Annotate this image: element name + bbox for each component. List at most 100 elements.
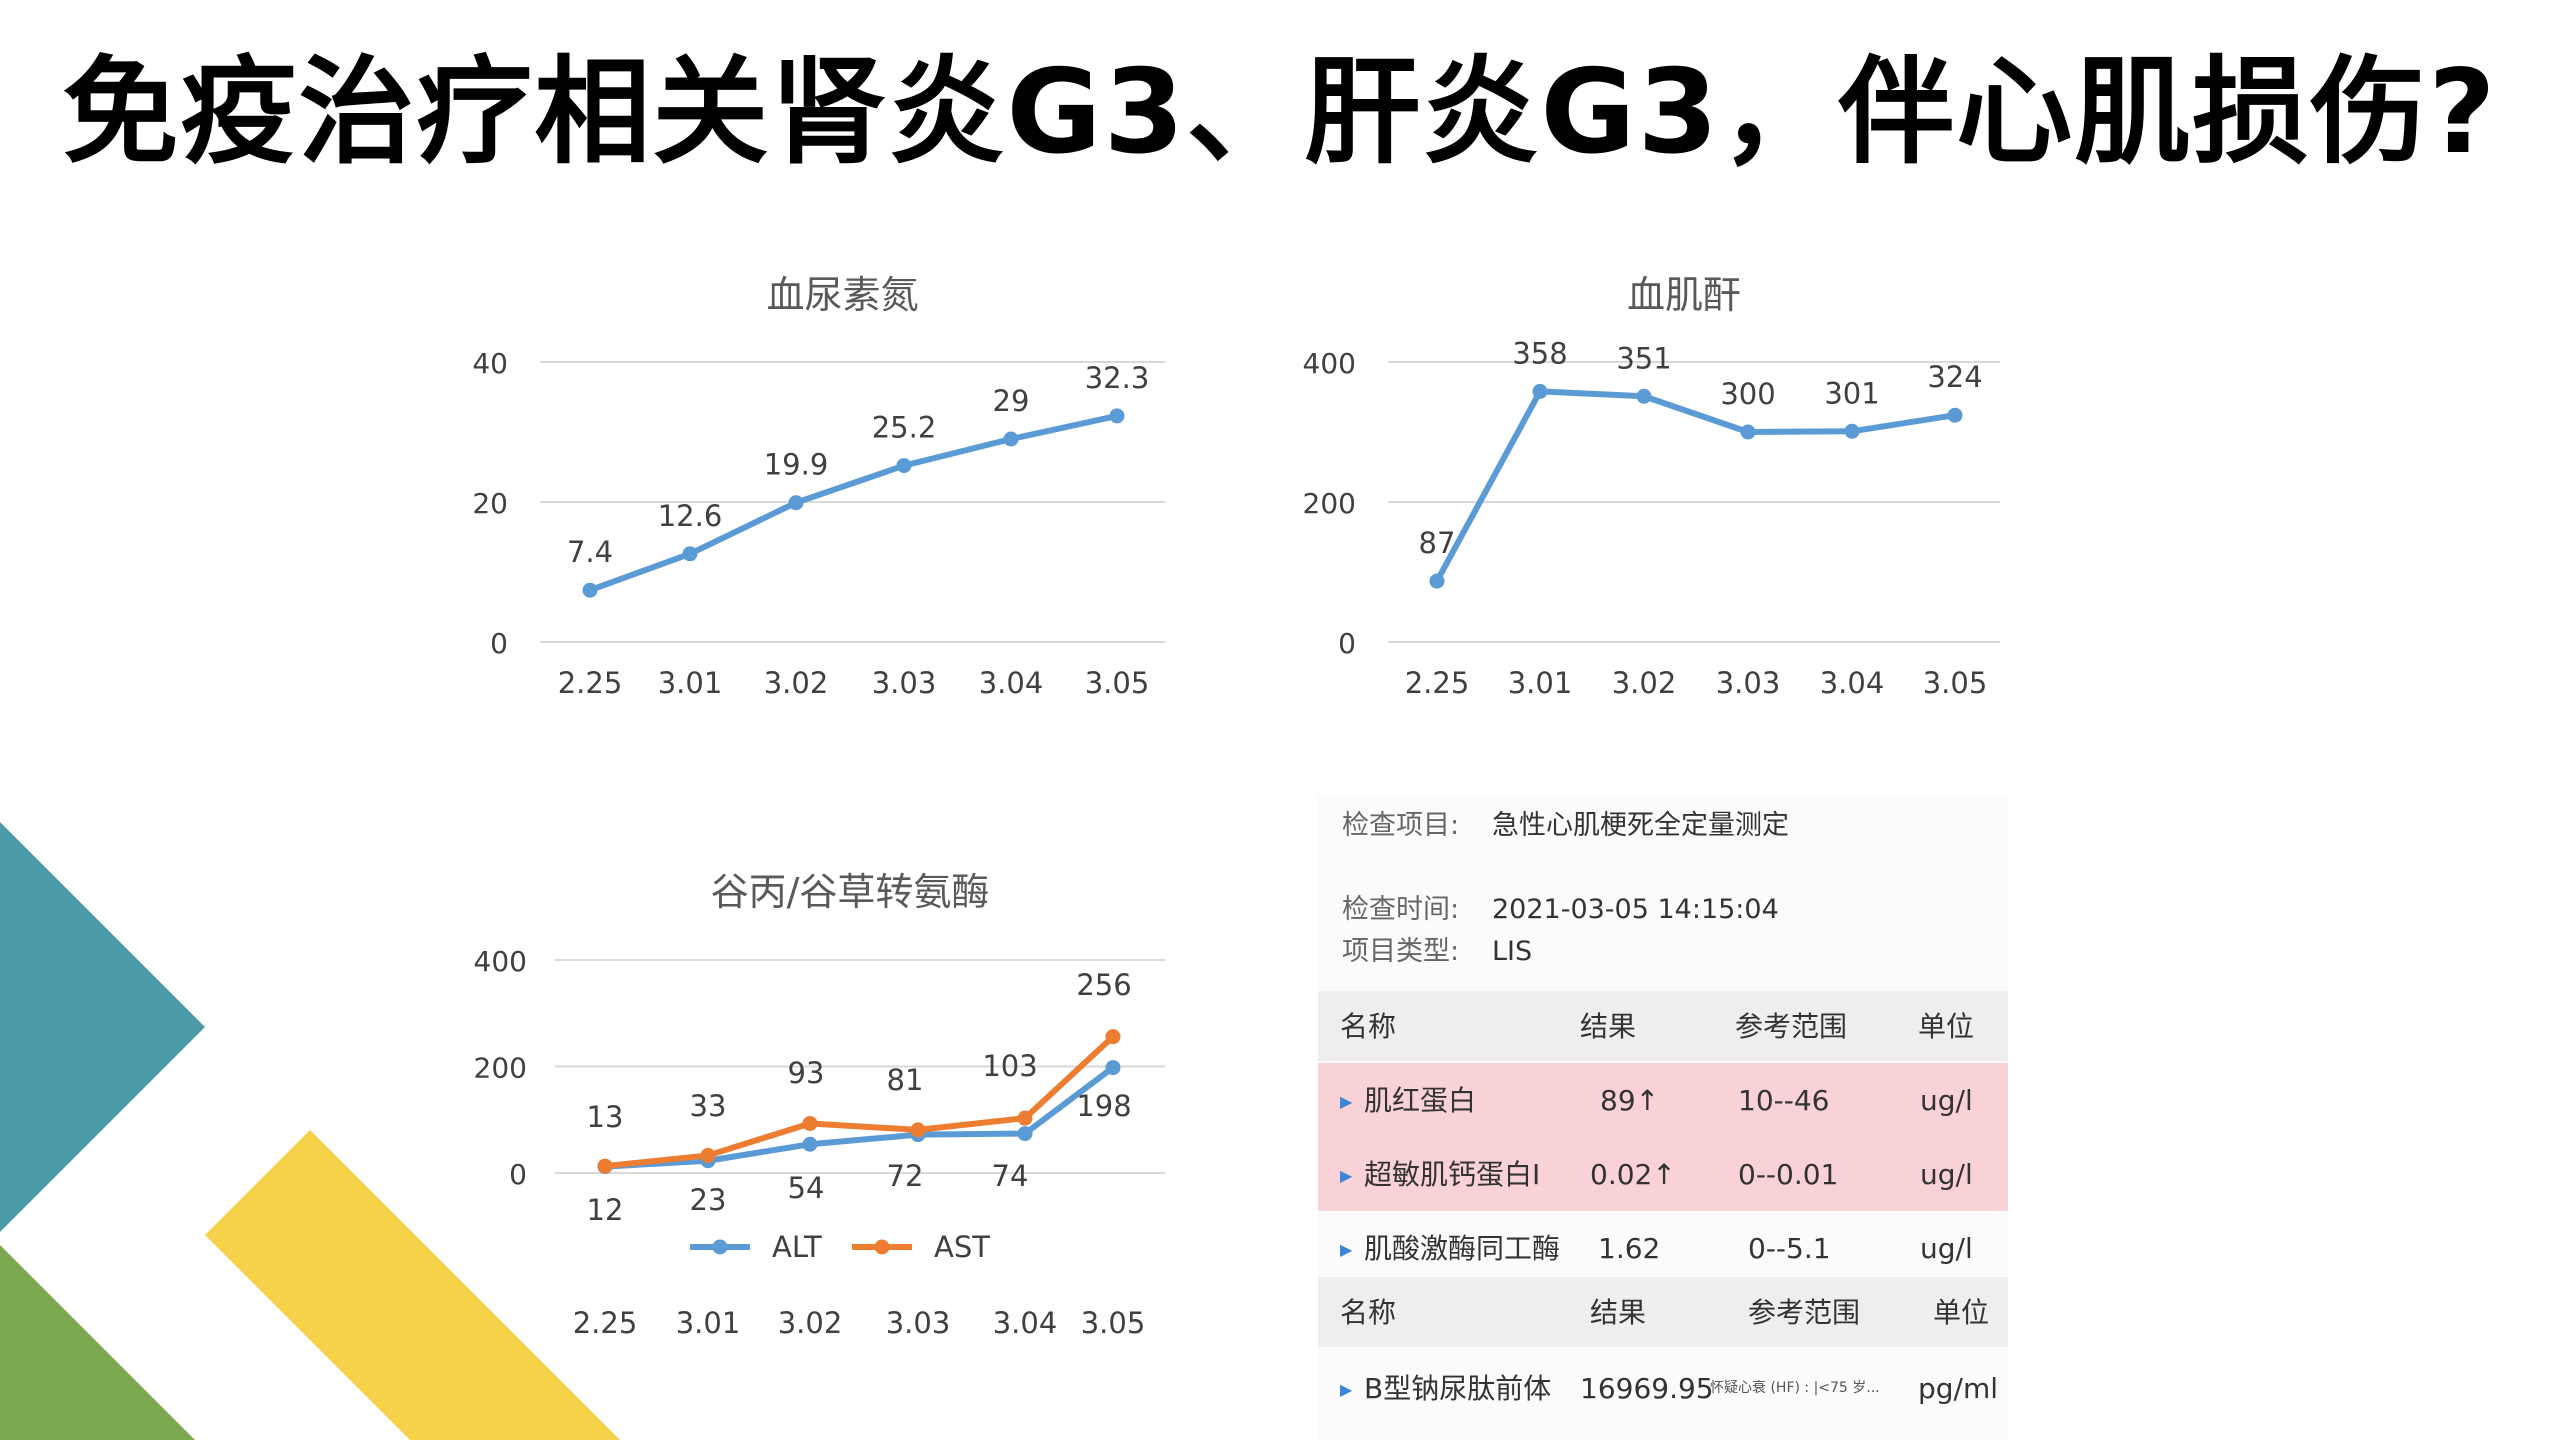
legend-marker bbox=[712, 1239, 728, 1255]
y-tick-label: 0 bbox=[509, 1158, 527, 1191]
x-tick-label: 3.02 bbox=[1612, 666, 1677, 700]
data-label: 351 bbox=[1616, 341, 1671, 375]
data-point bbox=[700, 1147, 716, 1163]
row-unit: ug/l bbox=[1920, 1232, 1973, 1265]
x-tick-label: 3.05 bbox=[1081, 1306, 1146, 1340]
data-point bbox=[1017, 1110, 1033, 1126]
data-point bbox=[1105, 1060, 1121, 1076]
data-point bbox=[1429, 573, 1445, 589]
y-tick-label: 400 bbox=[1303, 347, 1356, 380]
expand-triangle-icon: ▶ bbox=[1340, 1380, 1353, 1399]
data-label: 19.9 bbox=[764, 448, 829, 482]
data-point bbox=[1017, 1126, 1033, 1142]
header-range: 参考范围 bbox=[1748, 1296, 1861, 1329]
data-point bbox=[1109, 408, 1125, 424]
chart-title: 血肌酐 bbox=[1627, 273, 1741, 317]
series-line-0 bbox=[588, 412, 1118, 594]
data-point bbox=[1740, 424, 1756, 440]
x-tick-label: 2.25 bbox=[573, 1306, 638, 1340]
y-tick-label: 0 bbox=[1338, 627, 1356, 660]
data-point bbox=[682, 546, 698, 562]
header-unit: 单位 bbox=[1933, 1296, 1990, 1329]
data-point bbox=[1003, 431, 1019, 447]
data-label: 25.2 bbox=[872, 411, 937, 445]
row-range: 10--46 bbox=[1738, 1084, 1830, 1117]
data-label: 29 bbox=[993, 384, 1030, 418]
exam-item-label: 检查项目: bbox=[1342, 810, 1460, 841]
x-tick-label: 3.04 bbox=[979, 666, 1044, 700]
lab-report-panel: 检查项目: 急性心肌梗死全定量测定 检查时间: 2021-03-05 14:15:0… bbox=[1318, 795, 2008, 1440]
slide-title: 免疫治疗相关肾炎G3、肝炎G3，伴心肌损伤? bbox=[62, 45, 2498, 180]
chart-title: 血尿素氮 bbox=[766, 273, 918, 317]
row-result: 0.02↑ bbox=[1590, 1158, 1676, 1191]
data-point bbox=[597, 1158, 613, 1174]
exam-item-value: 急性心肌梗死全定量测定 bbox=[1492, 810, 1789, 841]
exam-type-value: LIS bbox=[1492, 936, 1533, 967]
header-result: 结果 bbox=[1590, 1296, 1647, 1329]
row-name: 肌红蛋白 bbox=[1364, 1084, 1477, 1117]
data-label-ast: 103 bbox=[982, 1049, 1037, 1083]
row-unit: ug/l bbox=[1920, 1158, 1973, 1191]
header-unit: 单位 bbox=[1918, 1010, 1975, 1043]
x-tick-label: 3.03 bbox=[886, 1306, 951, 1340]
data-label-alt: 198 bbox=[1076, 1089, 1131, 1123]
data-point bbox=[1636, 388, 1652, 404]
data-point bbox=[802, 1136, 818, 1152]
x-tick-label: 3.01 bbox=[676, 1306, 741, 1340]
data-point bbox=[1947, 407, 1963, 423]
series-line-ALT bbox=[604, 1065, 1115, 1170]
chart-0: 血尿素氮 40 20 0 2.25 3.01 3.02 3.03 3.04 3.05 7.4 12.6… bbox=[472, 273, 1165, 700]
data-point bbox=[1532, 383, 1548, 399]
row-range: 怀疑心衰 (HF) : |<75 岁... bbox=[1710, 1380, 1880, 1396]
expand-triangle-icon: ▶ bbox=[1340, 1092, 1353, 1111]
exam-time-line: 检查时间: 2021-03-05 14:15:04 bbox=[1342, 887, 1779, 926]
row-result: 1.62 bbox=[1598, 1232, 1661, 1265]
x-tick-label: 2.25 bbox=[1405, 666, 1470, 700]
header-name: 名称 bbox=[1340, 1010, 1397, 1043]
x-tick-label: 3.03 bbox=[1716, 666, 1781, 700]
y-tick-label: 200 bbox=[474, 1052, 527, 1085]
x-tick-label: 3.03 bbox=[872, 666, 937, 700]
data-label: 12.6 bbox=[658, 499, 723, 533]
chart-2: 谷丙/谷草转氨酶 400 200 0 2.25 3.01 3.02 3.03 3.04 3.05 1… bbox=[474, 870, 1165, 1340]
x-tick-label: 3.05 bbox=[1923, 666, 1988, 700]
data-label-alt: 72 bbox=[887, 1159, 924, 1193]
header-name: 名称 bbox=[1340, 1296, 1397, 1329]
x-tick-label: 3.04 bbox=[1820, 666, 1885, 700]
y-tick-label: 400 bbox=[474, 945, 527, 978]
x-tick-label: 3.05 bbox=[1085, 666, 1150, 700]
x-tick-label: 2.25 bbox=[558, 666, 623, 700]
expand-triangle-icon: ▶ bbox=[1340, 1240, 1353, 1259]
y-tick-label: 20 bbox=[472, 487, 508, 520]
table-header: 名称 结果 参考范围 单位 bbox=[1318, 991, 2008, 1061]
chart-1: 血肌酐 400 200 0 2.25 3.01 3.02 3.03 3.04 3.05 87 358 3… bbox=[1303, 273, 2000, 700]
x-tick-label: 3.02 bbox=[778, 1306, 843, 1340]
series-line-0 bbox=[1434, 388, 1956, 583]
exam-time-label: 检查时间: bbox=[1342, 894, 1460, 925]
data-label: 87 bbox=[1419, 526, 1456, 560]
data-point bbox=[910, 1122, 926, 1138]
table-row: ▶ 超敏肌钙蛋白I 0.02↑ 0--0.01 ug/l bbox=[1318, 1137, 2008, 1211]
x-tick-label: 3.04 bbox=[993, 1306, 1058, 1340]
exam-type-line: 项目类型: LIS bbox=[1342, 929, 1532, 968]
y-tick-label: 0 bbox=[490, 627, 508, 660]
data-label-ast: 256 bbox=[1076, 968, 1131, 1002]
header-result: 结果 bbox=[1580, 1010, 1637, 1043]
data-label: 358 bbox=[1512, 336, 1567, 370]
data-point bbox=[1844, 423, 1860, 439]
table-row: ▶ 肌酸激酶同工酶 1.62 0--5.1 ug/l bbox=[1318, 1211, 2008, 1285]
data-label: 300 bbox=[1720, 377, 1775, 411]
data-label: 324 bbox=[1927, 360, 1982, 394]
data-label-ast: 33 bbox=[690, 1089, 727, 1123]
data-label-alt: 74 bbox=[992, 1159, 1029, 1193]
data-label-alt: 12 bbox=[587, 1193, 624, 1227]
row-name: 肌酸激酶同工酶 bbox=[1364, 1232, 1561, 1265]
exam-item-line: 检查项目: 急性心肌梗死全定量测定 bbox=[1342, 803, 1789, 842]
data-label: 32.3 bbox=[1085, 361, 1150, 395]
row-result: 16969.95 bbox=[1580, 1372, 1714, 1405]
data-label: 301 bbox=[1824, 376, 1879, 410]
legend-marker bbox=[874, 1239, 890, 1255]
row-range: 0--0.01 bbox=[1738, 1158, 1839, 1191]
x-tick-label: 3.02 bbox=[764, 666, 829, 700]
